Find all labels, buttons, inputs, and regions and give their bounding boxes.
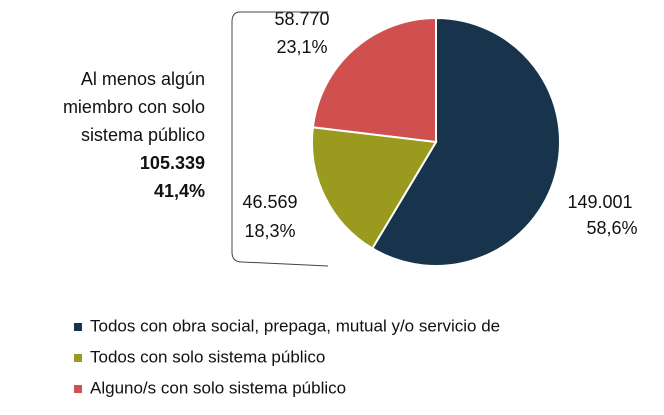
value-label: 46.569 bbox=[242, 192, 297, 212]
annotation-line: sistema público bbox=[81, 125, 205, 145]
legend-swatch bbox=[74, 354, 82, 362]
legend-label: Todos con solo sistema público bbox=[90, 347, 325, 366]
value-label: 149.001 bbox=[567, 192, 632, 212]
legend-label: Todos con obra social, prepaga, mutual y… bbox=[90, 316, 500, 335]
pie-slice bbox=[311, 126, 438, 250]
percent-label: 23,1% bbox=[276, 37, 327, 57]
bracket bbox=[231, 11, 329, 267]
pie-slice bbox=[370, 16, 561, 267]
percent-label: 58,6% bbox=[586, 218, 637, 238]
annotation-value: 105.339 bbox=[140, 153, 205, 173]
annotation-percent: 41,4% bbox=[154, 181, 205, 201]
annotation-line: Al menos algún bbox=[81, 69, 205, 89]
annotation-line: miembro con solo bbox=[63, 97, 205, 117]
legend-swatch bbox=[74, 323, 82, 331]
pie-slice bbox=[311, 16, 437, 144]
percent-label: 18,3% bbox=[244, 221, 295, 241]
value-label: 58.770 bbox=[274, 9, 329, 29]
legend-label: Alguno/s con solo sistema público bbox=[90, 378, 346, 397]
legend-swatch bbox=[74, 385, 82, 393]
